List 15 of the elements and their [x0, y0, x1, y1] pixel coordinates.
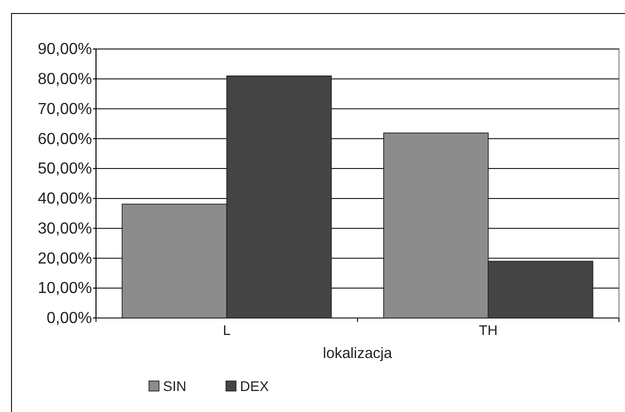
y-tick-label: 30,00%: [38, 220, 92, 238]
y-tick-label: 10,00%: [38, 280, 92, 298]
y-tick-label: 0,00%: [46, 310, 92, 328]
y-tick-label: 50,00%: [38, 160, 92, 178]
x-tick-label: TH: [478, 322, 498, 338]
x-tick-label: L: [222, 322, 231, 338]
legend-label: SIN: [163, 378, 186, 394]
y-tick-label: 60,00%: [38, 130, 92, 148]
y-tick-label: 40,00%: [38, 190, 92, 208]
x-axis-title: lokalizacja: [322, 345, 393, 362]
y-tick-label: 20,00%: [38, 250, 92, 268]
y-tick-label: 80,00%: [38, 71, 92, 88]
y-tick-label: 70,00%: [38, 100, 92, 118]
y-tick-label: 90,00%: [38, 41, 92, 58]
legend-label: DEX: [240, 378, 270, 394]
